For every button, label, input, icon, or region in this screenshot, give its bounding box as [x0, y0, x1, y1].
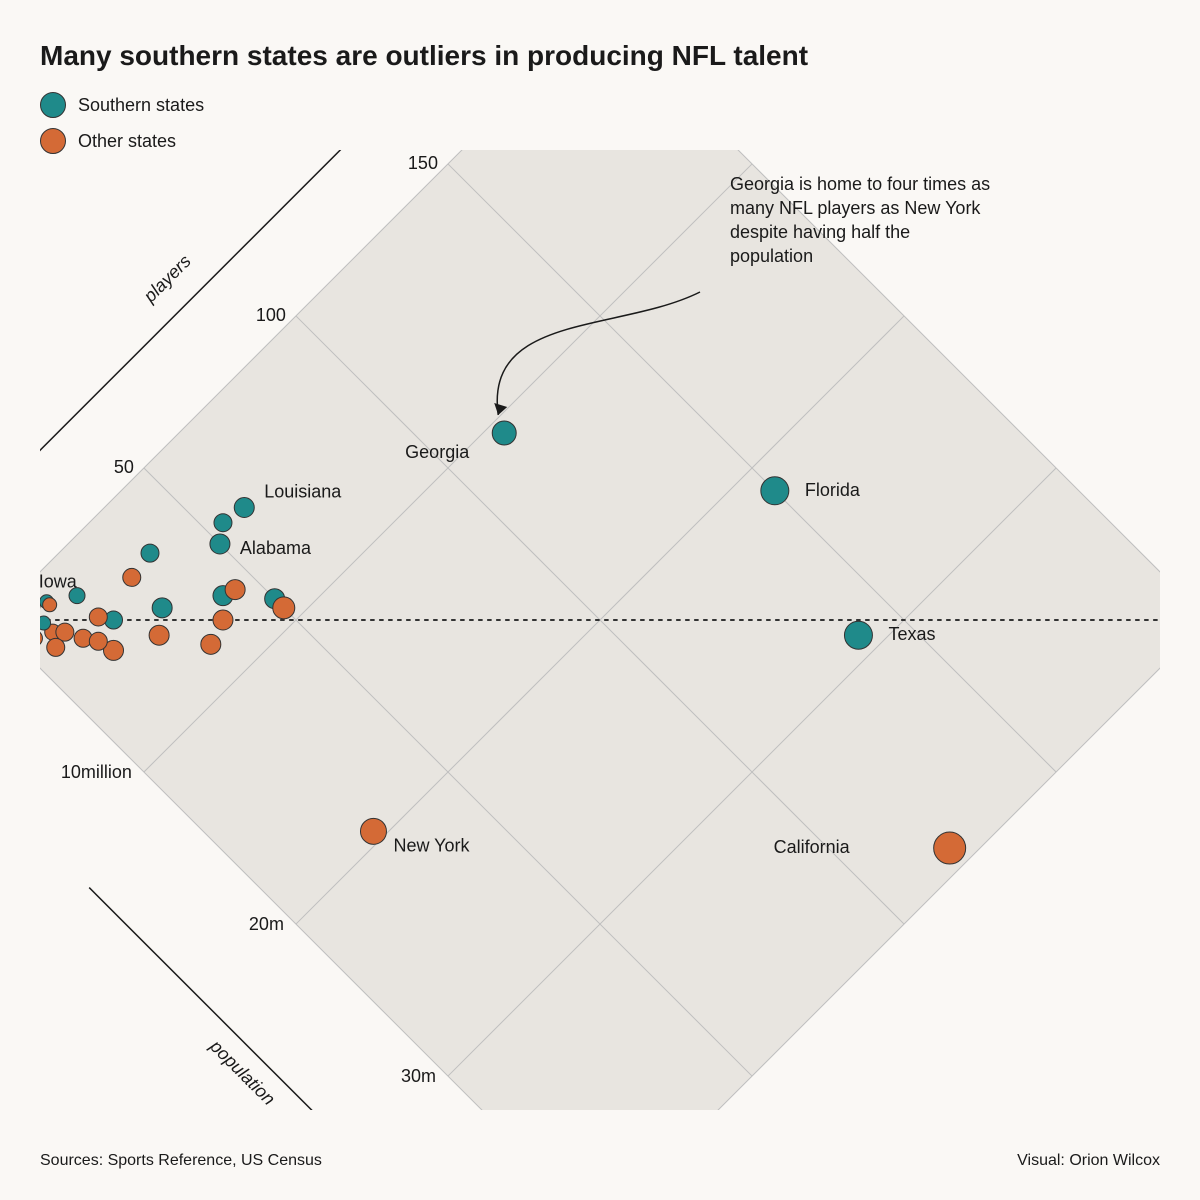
point-p6: [213, 610, 233, 630]
legend-southern-label: Southern states: [78, 95, 204, 116]
point-Mississippi: [141, 544, 159, 562]
svg-text:30m: 30m: [401, 1066, 436, 1086]
point-Georgia: [492, 421, 516, 445]
svg-text:Georgia: Georgia: [405, 442, 470, 462]
point-p5: [225, 580, 245, 600]
point-p12: [69, 588, 85, 604]
legend: Southern states Other states: [40, 92, 1160, 154]
point-p7b: [273, 597, 295, 619]
point-Iowa: [123, 568, 141, 586]
point-p23: [43, 598, 57, 612]
point-p22: [40, 616, 51, 630]
svg-text:150: 150: [408, 153, 438, 173]
svg-text:100: 100: [256, 305, 286, 325]
point-p11: [89, 632, 107, 650]
point-p25: [89, 608, 107, 626]
footer-credit: Visual: Orion Wilcox: [1017, 1152, 1160, 1170]
svg-text:10million: 10million: [61, 762, 132, 782]
legend-southern: Southern states: [40, 92, 1160, 118]
scatter-chart: Trend Lineover-representedunder-represen…: [40, 150, 1160, 1110]
svg-text:many NFL players as New York: many NFL players as New York: [730, 198, 981, 218]
legend-other-label: Other states: [78, 131, 176, 152]
footer-sources: Sources: Sports Reference, US Census: [40, 1152, 322, 1170]
point-California: [934, 832, 966, 864]
point-p8: [149, 625, 169, 645]
svg-text:50: 50: [114, 457, 134, 477]
svg-text:population: population: [206, 1035, 280, 1109]
svg-text:Iowa: Iowa: [40, 571, 78, 591]
svg-text:California: California: [774, 837, 851, 857]
point-p7: [201, 634, 221, 654]
svg-text:Georgia is home to four times: Georgia is home to four times as: [730, 174, 990, 194]
svg-text:population: population: [730, 246, 813, 266]
point-Alabama: [210, 534, 230, 554]
point-Florida: [761, 477, 789, 505]
svg-text:Texas: Texas: [888, 624, 935, 644]
legend-swatch-southern: [40, 92, 66, 118]
point-p1: [214, 514, 232, 532]
chart-title: Many southern states are outliers in pro…: [40, 40, 1160, 72]
svg-text:Florida: Florida: [805, 480, 861, 500]
svg-text:despite having half the: despite having half the: [730, 222, 910, 242]
chart-area: Trend Lineover-representedunder-represen…: [40, 150, 1160, 1140]
svg-text:players: players: [139, 251, 195, 307]
point-Louisiana: [234, 497, 254, 517]
point-p3: [152, 598, 172, 618]
svg-text:20m: 20m: [249, 914, 284, 934]
svg-text:Alabama: Alabama: [240, 538, 312, 558]
point-p21: [47, 638, 65, 656]
point-Texas: [844, 621, 872, 649]
svg-text:New York: New York: [393, 835, 470, 855]
point-New York: [360, 818, 386, 844]
svg-text:Louisiana: Louisiana: [264, 481, 342, 501]
